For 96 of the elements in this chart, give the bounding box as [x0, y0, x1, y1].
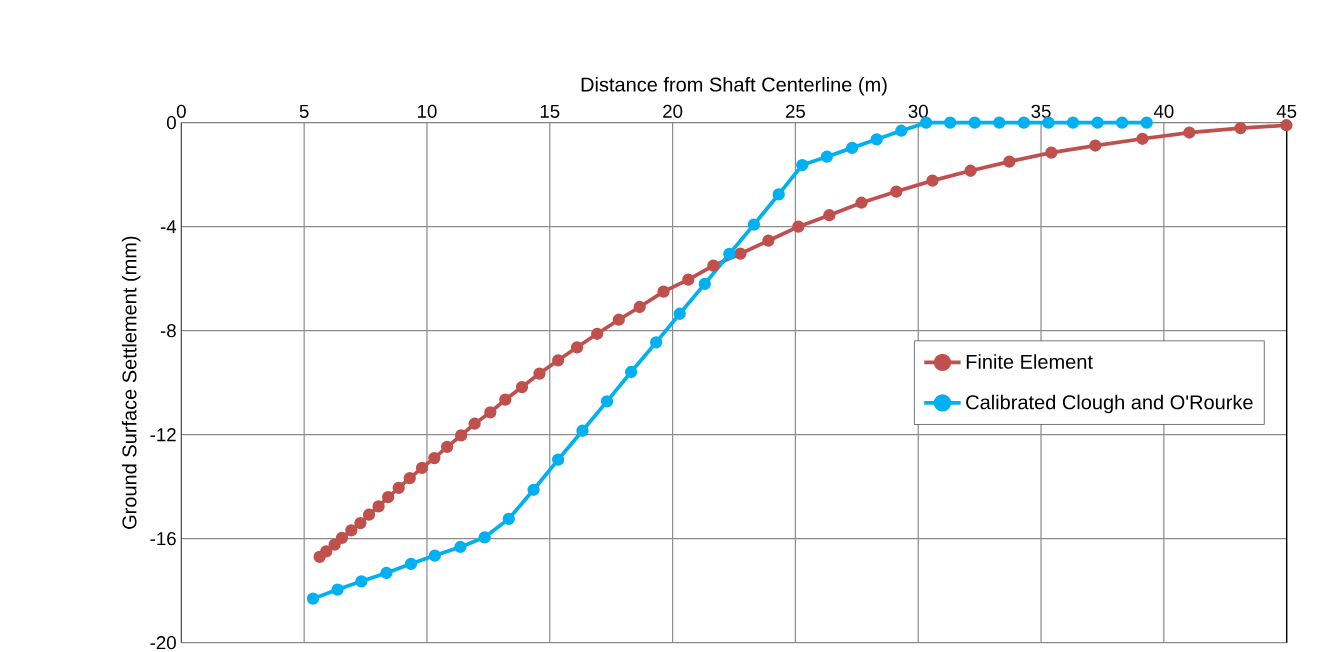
x-tick-label: 40: [1153, 104, 1174, 118]
point: [552, 354, 565, 367]
point: [527, 483, 540, 496]
point: [1066, 116, 1080, 129]
point: [570, 341, 584, 354]
point: [415, 461, 429, 475]
point: [895, 124, 908, 137]
point: [823, 209, 836, 222]
legend-label: Calibrated Clough and O'Rourke: [966, 394, 1253, 414]
x-tick-label: 25: [785, 104, 805, 118]
point: [707, 259, 720, 272]
x-tick-label: 15: [540, 104, 560, 118]
point: [335, 531, 349, 545]
y-tick-label: -12: [150, 428, 176, 442]
point: [633, 300, 646, 314]
point: [723, 247, 736, 261]
point: [552, 453, 565, 466]
point: [926, 174, 939, 187]
point: [331, 583, 344, 596]
y-tick-label: -8: [160, 324, 176, 338]
point: [355, 575, 368, 588]
point: [454, 429, 468, 442]
point: [533, 367, 546, 380]
point: [1003, 155, 1016, 168]
point: [440, 440, 454, 454]
point: [468, 417, 481, 430]
point: [682, 273, 695, 286]
y-tick-label: 0: [166, 116, 176, 130]
point: [328, 538, 341, 551]
point: [380, 566, 393, 580]
point: [362, 508, 376, 521]
y-tick-label: -16: [150, 532, 176, 546]
point: [846, 141, 859, 155]
point: [1183, 126, 1196, 139]
point: [624, 365, 638, 379]
point: [478, 531, 491, 544]
point: [612, 313, 625, 326]
x-tick-label: 30: [908, 104, 928, 118]
point: [762, 234, 775, 247]
point: [382, 490, 395, 504]
y-tick-label: -4: [160, 220, 177, 234]
point: [372, 500, 385, 513]
point: [890, 185, 903, 198]
point: [796, 158, 809, 172]
point: [657, 285, 670, 298]
point: [502, 512, 515, 526]
point: [499, 393, 512, 406]
point: [820, 150, 833, 163]
point: [428, 549, 441, 562]
x-tick-label: 0: [176, 104, 186, 118]
point: [404, 557, 418, 571]
point: [320, 545, 333, 558]
point: [1045, 146, 1058, 159]
point: [870, 133, 883, 146]
point: [345, 524, 358, 537]
point: [1280, 119, 1293, 132]
point: [591, 327, 604, 340]
legend-label: Finite Element: [966, 354, 1093, 369]
point: [650, 336, 663, 349]
point: [792, 220, 805, 233]
point: [772, 188, 785, 201]
point: [576, 424, 589, 437]
point: [515, 380, 529, 394]
point: [392, 481, 405, 495]
point: [1091, 116, 1104, 129]
point: [919, 116, 933, 129]
point: [1089, 139, 1102, 152]
point: [964, 164, 977, 177]
y-axis-title: Ground Surface Settlement (mm): [121, 236, 141, 529]
point: [944, 116, 957, 129]
point: [454, 540, 467, 554]
point: [1017, 116, 1030, 129]
point: [306, 592, 320, 605]
point: [734, 247, 747, 260]
point: [354, 516, 367, 530]
x-tick-label: 45: [1276, 104, 1297, 118]
point: [968, 116, 981, 129]
point: [428, 451, 441, 465]
point: [403, 471, 416, 485]
x-axis-title: Distance from Shaft Centerline (m): [581, 76, 887, 96]
point: [747, 218, 761, 231]
point: [1234, 121, 1247, 135]
x-tick-label: 35: [1031, 104, 1051, 118]
x-tick-label: 20: [663, 104, 683, 118]
point: [600, 395, 614, 408]
y-tick-label: -20: [150, 636, 176, 650]
x-tick-label: 5: [299, 104, 309, 118]
point: [673, 307, 686, 320]
point: [1136, 132, 1149, 145]
x-tick-label: 10: [418, 104, 437, 118]
point: [1140, 116, 1153, 129]
point: [855, 196, 868, 209]
point: [484, 406, 497, 419]
point: [993, 116, 1006, 129]
point: [1115, 116, 1129, 129]
point: [698, 277, 711, 290]
